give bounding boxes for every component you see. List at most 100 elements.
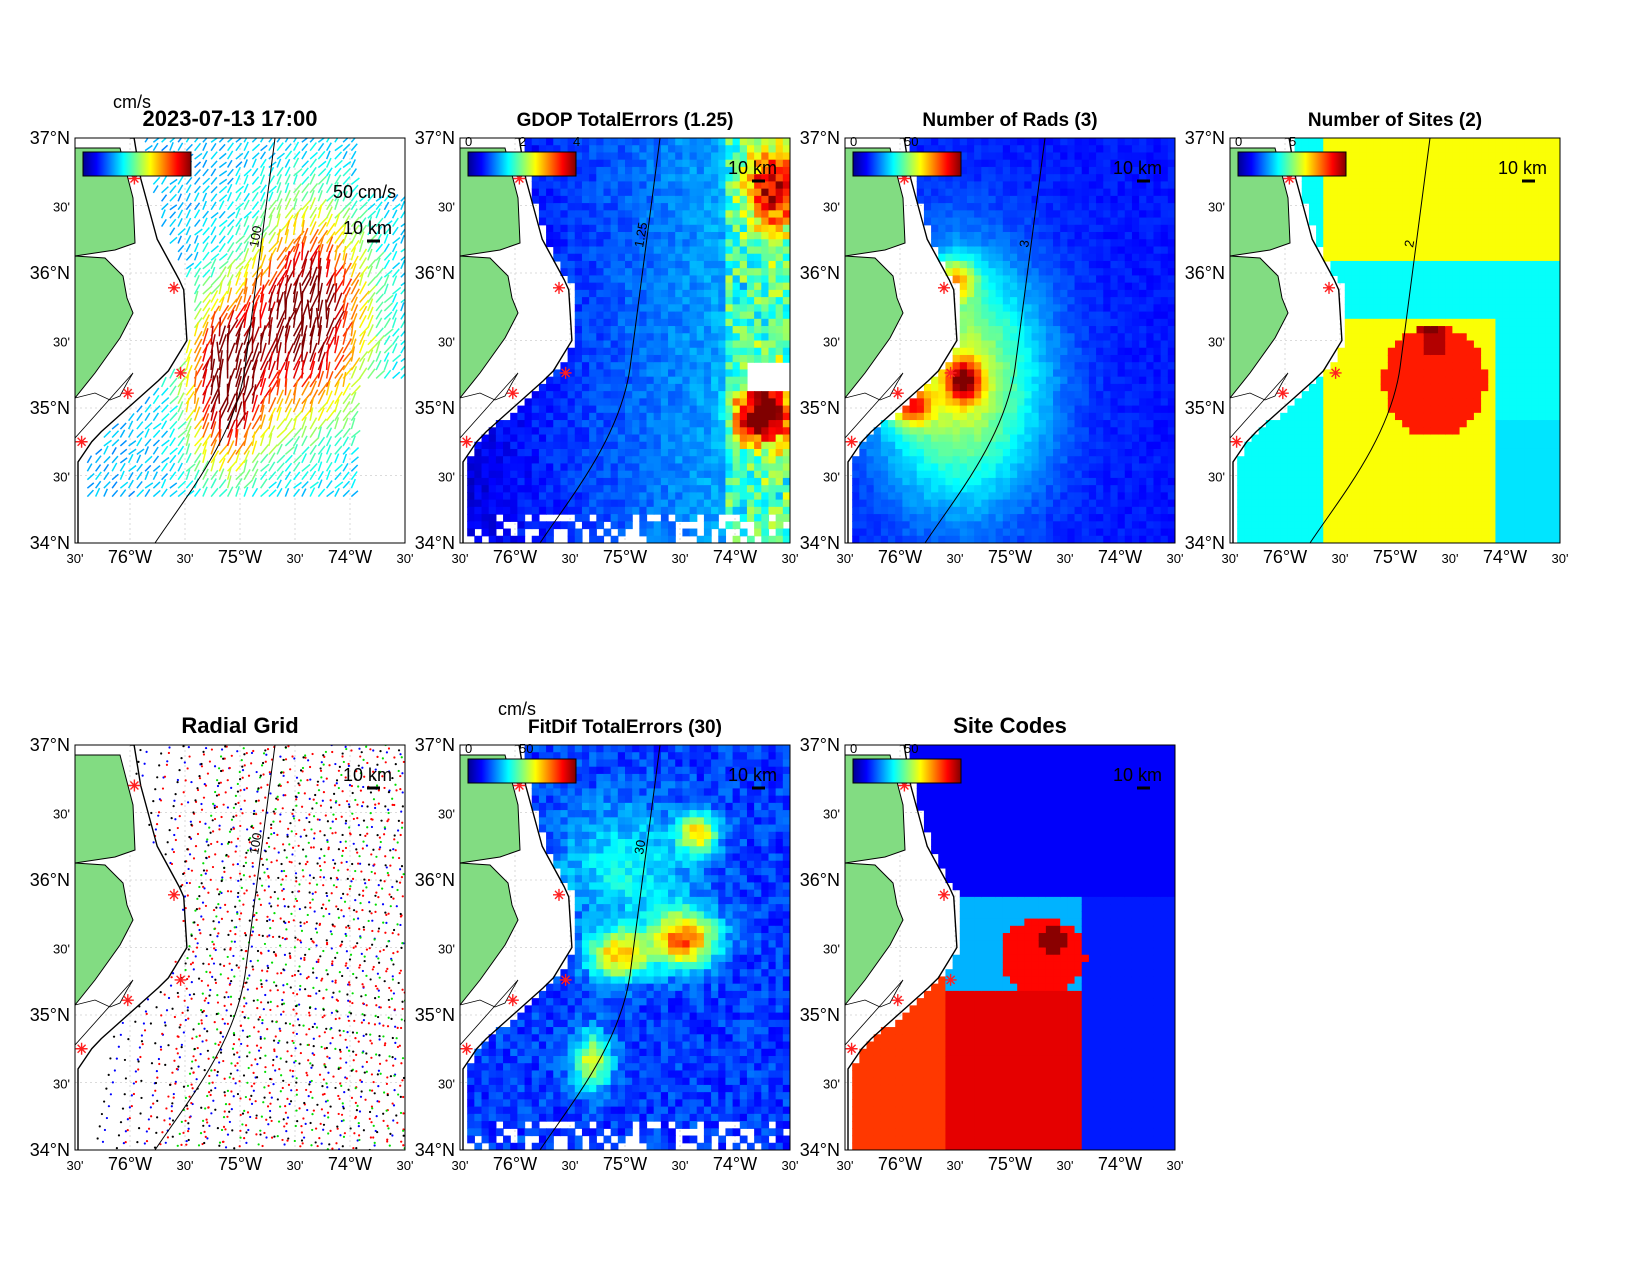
colorbar-tick: 4 <box>573 134 580 149</box>
site-marker <box>506 994 519 1007</box>
site-marker <box>128 172 141 185</box>
colorbar-tick: 0 <box>1235 134 1242 149</box>
site-marker <box>513 779 526 792</box>
lat-tick: 30' <box>823 1077 840 1092</box>
lat-tick: 36°N <box>30 263 70 283</box>
lat-tick: 36°N <box>30 870 70 890</box>
lon-tick: 30' <box>837 551 854 566</box>
lon-tick: 74°W <box>328 547 372 567</box>
colorbar-tick: 2 <box>519 134 526 149</box>
scalebar-label: 10 km <box>1113 158 1162 178</box>
lat-tick: 35°N <box>30 398 70 418</box>
lon-tick: 30' <box>947 1158 964 1173</box>
panel-title: Radial Grid <box>181 713 298 738</box>
site-marker <box>513 172 526 185</box>
lon-tick: 74°W <box>328 1154 372 1174</box>
lat-tick: 36°N <box>415 870 455 890</box>
lon-tick: 30' <box>1332 551 1349 566</box>
lat-tick: 37°N <box>415 128 455 148</box>
lat-tick: 30' <box>438 200 455 215</box>
lat-tick: 35°N <box>30 1005 70 1025</box>
scalebar-label: 10 km <box>343 218 392 238</box>
lat-tick: 30' <box>1208 470 1225 485</box>
site-marker <box>168 281 180 294</box>
lon-tick: 75°W <box>1373 547 1417 567</box>
lon-tick: 30' <box>782 1158 799 1173</box>
lat-tick: 30' <box>823 335 840 350</box>
lon-tick: 30' <box>397 551 414 566</box>
colorbar-tick: 50 <box>904 134 918 149</box>
lon-tick: 30' <box>1167 1158 1184 1173</box>
colorbar-tick: 5 <box>1289 134 1296 149</box>
colorbar <box>852 758 962 784</box>
colorbar-unit: cm/s <box>498 699 536 719</box>
lat-tick: 34°N <box>800 1140 840 1160</box>
site-marker <box>168 888 180 901</box>
panel-gdop: 1.25 0 2 4 10 km GDOP TotalErrors (1.25) 37°N 3… <box>415 110 799 567</box>
site-marker <box>944 366 957 379</box>
lat-tick: 36°N <box>800 263 840 283</box>
lon-tick: 30' <box>67 1158 84 1173</box>
colorbar-tick: 50 <box>904 741 918 756</box>
lat-tick: 37°N <box>800 128 840 148</box>
lat-tick: 36°N <box>1185 263 1225 283</box>
colorbar <box>1237 151 1347 177</box>
lat-tick: 34°N <box>800 533 840 553</box>
site-marker <box>845 435 858 448</box>
lat-tick: 30' <box>438 470 455 485</box>
lat-tick: 30' <box>823 470 840 485</box>
site-marker <box>1329 366 1342 379</box>
site-marker <box>506 387 519 400</box>
lon-tick: 30' <box>672 1158 689 1173</box>
panel-nsites: 2 0 5 10 km Number of Sites (2) 37°N 30' 36°N 30… <box>1185 110 1569 567</box>
lon-tick: 76°W <box>1263 547 1307 567</box>
lat-tick: 30' <box>438 335 455 350</box>
lon-tick: 75°W <box>603 1154 647 1174</box>
site-marker <box>1276 387 1289 400</box>
site-marker <box>559 366 572 379</box>
lon-tick: 30' <box>1222 551 1239 566</box>
panel-title: Number of Sites (2) <box>1308 110 1482 131</box>
lon-tick: 30' <box>1552 551 1569 566</box>
contour-label: 2 <box>1401 239 1417 249</box>
site-marker <box>128 779 141 792</box>
contour-label: 100 <box>246 832 265 856</box>
site-marker <box>559 973 572 986</box>
colorbar-tick: 0 <box>465 741 472 756</box>
lat-tick: 35°N <box>415 1005 455 1025</box>
lat-tick: 30' <box>1208 335 1225 350</box>
panel-title: FitDif TotalErrors (30) <box>528 717 722 738</box>
lat-tick: 34°N <box>415 1140 455 1160</box>
lon-tick: 30' <box>67 551 84 566</box>
lat-tick: 34°N <box>1185 533 1225 553</box>
lat-tick: 30' <box>53 807 70 822</box>
lon-tick: 30' <box>562 551 579 566</box>
colorbar-tick: 0 <box>850 741 857 756</box>
vector-legend: 50 cm/s <box>333 182 396 202</box>
site-marker <box>891 387 904 400</box>
lon-tick: 30' <box>1167 551 1184 566</box>
site-marker <box>1230 435 1243 448</box>
lon-tick: 30' <box>452 1158 469 1173</box>
site-marker <box>845 1042 858 1055</box>
contour-label: 100 <box>246 225 265 249</box>
lon-tick: 30' <box>397 1158 414 1173</box>
lon-tick: 30' <box>672 551 689 566</box>
panel-title: Site Codes <box>953 713 1067 738</box>
lat-tick: 30' <box>1208 200 1225 215</box>
lon-tick: 76°W <box>878 1154 922 1174</box>
panel-title: Number of Rads (3) <box>922 110 1097 131</box>
lon-tick: 30' <box>837 1158 854 1173</box>
lon-tick: 30' <box>1057 551 1074 566</box>
lon-tick: 30' <box>1442 551 1459 566</box>
lat-tick: 30' <box>53 1077 70 1092</box>
site-marker <box>75 1042 88 1055</box>
site-marker <box>553 888 565 901</box>
panel-fitdif: 30 0 50 cm/s 10 km FitDif TotalErrors (30) 37°… <box>415 699 799 1174</box>
lon-tick: 74°W <box>1098 1154 1142 1174</box>
lat-tick: 30' <box>53 470 70 485</box>
lon-tick: 30' <box>947 551 964 566</box>
lon-tick: 75°W <box>988 1154 1032 1174</box>
panel-title: GDOP TotalErrors (1.25) <box>517 110 734 131</box>
